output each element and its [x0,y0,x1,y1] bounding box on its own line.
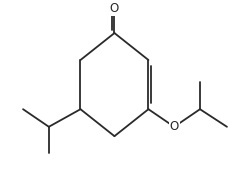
Text: O: O [110,2,119,15]
Text: O: O [170,120,179,133]
